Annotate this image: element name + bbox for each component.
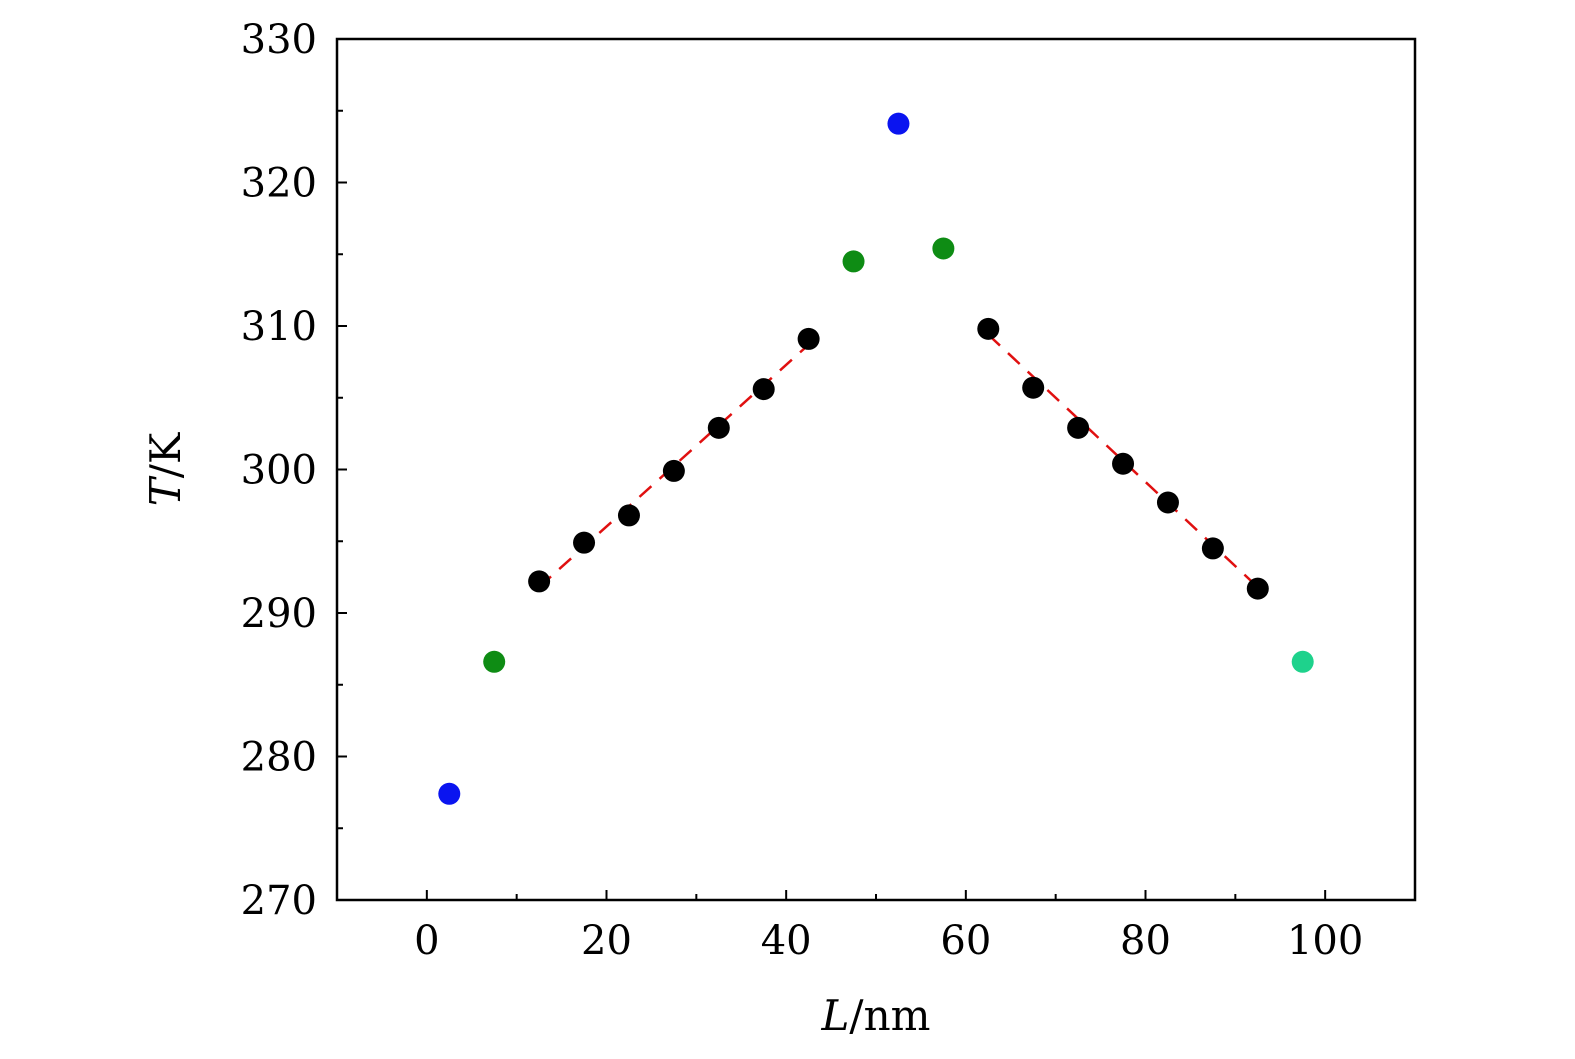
data-point (842, 250, 865, 273)
data-point (797, 327, 820, 350)
data-point (977, 317, 1000, 340)
ticks-layer: 0 20 40 60 80 100 270 280 290 300 310 320 330 (241, 17, 1364, 964)
x-tick-label: 40 (761, 918, 812, 964)
data-point (1291, 650, 1314, 673)
data-point (1201, 537, 1224, 560)
x-axis-unit: /nm (849, 991, 930, 1040)
y-tick-label: 290 (241, 591, 317, 637)
data-point (1156, 491, 1179, 514)
data-point (438, 782, 461, 805)
points-layer (438, 112, 1314, 805)
data-point (528, 570, 551, 593)
data-point (1067, 416, 1090, 439)
plot-frame (335, 37, 1417, 902)
y-axis-label: T/K (141, 431, 190, 506)
data-point (932, 237, 955, 260)
y-tick-label: 300 (241, 448, 317, 494)
y-axis-unit: /K (141, 431, 190, 478)
data-point (1022, 376, 1045, 399)
y-tick-label: 270 (241, 878, 317, 924)
y-tick-label: 310 (241, 304, 317, 350)
x-tick-label: 20 (581, 918, 632, 964)
x-axis-label: L/nm (821, 991, 931, 1040)
data-point (1112, 452, 1135, 475)
x-tick-label: 0 (414, 918, 439, 964)
data-point (617, 504, 640, 527)
x-tick-label: 60 (940, 918, 991, 964)
data-point (707, 416, 730, 439)
y-axis-variable: T (141, 475, 190, 506)
y-tick-label: 280 (241, 735, 317, 781)
data-point (483, 650, 506, 673)
x-axis-variable: L (821, 991, 850, 1040)
data-point (887, 112, 910, 135)
data-point (752, 378, 775, 401)
y-tick-label: 320 (241, 161, 317, 207)
fit-lines-layer (538, 333, 1259, 589)
data-point (573, 531, 596, 554)
x-tick-label: 80 (1120, 918, 1171, 964)
y-tick-label: 330 (241, 17, 317, 63)
x-tick-label: 100 (1287, 918, 1363, 964)
data-point (662, 459, 685, 482)
data-point (1246, 577, 1269, 600)
